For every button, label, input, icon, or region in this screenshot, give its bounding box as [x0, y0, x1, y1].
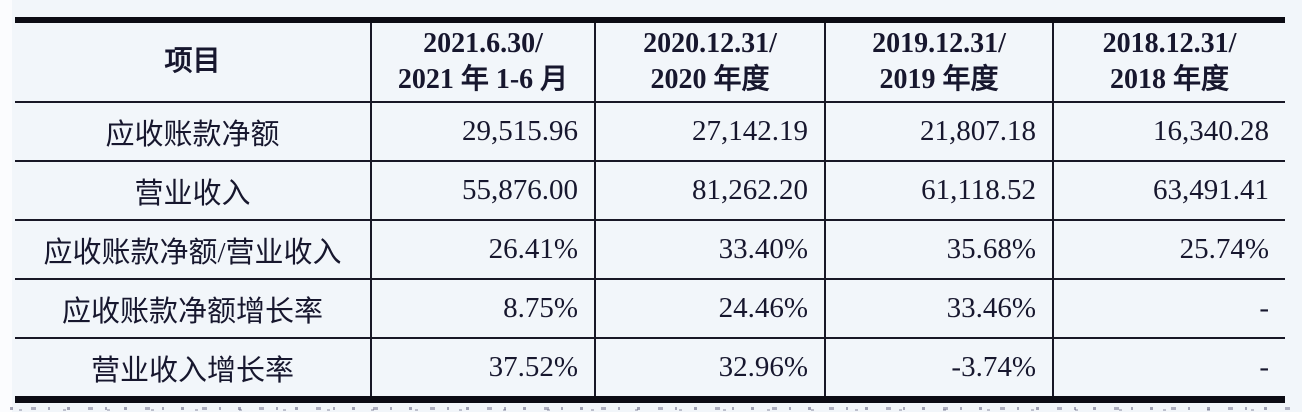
row-value: 37.52%: [370, 337, 595, 400]
row-value: 24.46%: [594, 278, 825, 338]
row-value: 26.41%: [370, 219, 595, 279]
header-period-line2: 2018 年度: [1109, 64, 1229, 95]
row-value: 25.74%: [1052, 219, 1285, 279]
header-period-line2: 2020 年度: [650, 64, 770, 95]
row-value: 8.75%: [370, 278, 595, 338]
table-row-accounts-receivable-net: 应收账款净额 29,515.96 27,142.19 21,807.18 16,…: [15, 101, 1285, 161]
header-period-line2: 2019 年度: [879, 64, 999, 95]
header-cell-period-2021: 2021.6.30/ 2021 年 1-6 月: [370, 19, 595, 102]
row-value: 29,515.96: [370, 101, 595, 161]
row-label: 营业收入: [15, 160, 371, 220]
header-cell-period-2020: 2020.12.31/ 2020 年度: [594, 19, 825, 102]
row-label: 应收账款净额/营业收入: [15, 219, 371, 279]
row-value: 33.40%: [594, 219, 825, 279]
row-value: 21,807.18: [824, 101, 1053, 161]
header-cell-period-2019: 2019.12.31/ 2019 年度: [824, 19, 1053, 102]
header-cell-period-2018: 2018.12.31/ 2018 年度: [1052, 19, 1285, 102]
header-period-line2: 2021 年 1-6 月: [397, 64, 569, 95]
header-period-line1: 2020.12.31/: [643, 28, 777, 59]
financial-table: 项目 2021.6.30/ 2021 年 1-6 月 2020.12.31/ 2…: [15, 17, 1285, 403]
table-header-row: 项目 2021.6.30/ 2021 年 1-6 月 2020.12.31/ 2…: [15, 19, 1285, 102]
row-value: 55,876.00: [370, 160, 595, 220]
row-value: 32.96%: [594, 337, 825, 400]
header-period-line1: 2018.12.31/: [1102, 28, 1237, 59]
header-cell-item: 项目: [15, 19, 371, 102]
row-value: 35.68%: [824, 219, 1053, 279]
clipped-text-remnant: [10, 405, 1295, 412]
row-label: 应收账款净额增长率: [15, 278, 371, 338]
table-row-operating-revenue: 营业收入 55,876.00 81,262.20 61,118.52 63,49…: [15, 160, 1285, 220]
row-value: 63,491.41: [1052, 160, 1285, 220]
header-period-line1: 2021.6.30/: [423, 28, 543, 59]
row-value: 16,340.28: [1052, 101, 1285, 161]
row-value: 81,262.20: [594, 160, 825, 220]
row-value: -: [1052, 337, 1285, 400]
table-row-receivable-to-revenue-ratio: 应收账款净额/营业收入 26.41% 33.40% 35.68% 25.74%: [15, 219, 1285, 279]
row-value: 33.46%: [824, 278, 1053, 338]
table-row-receivable-growth-rate: 应收账款净额增长率 8.75% 24.46% 33.46% -: [15, 278, 1285, 338]
header-period-line1: 2019.12.31/: [872, 28, 1006, 59]
row-value: -3.74%: [824, 337, 1053, 400]
page-left-margin: [0, 0, 12, 412]
row-value: -: [1052, 278, 1285, 338]
table-row-revenue-growth-rate: 营业收入增长率 37.52% 32.96% -3.74% -: [15, 337, 1285, 400]
row-value: 27,142.19: [594, 101, 825, 161]
row-value: 61,118.52: [824, 160, 1053, 220]
row-label: 应收账款净额: [15, 101, 371, 161]
row-label: 营业收入增长率: [15, 337, 371, 400]
